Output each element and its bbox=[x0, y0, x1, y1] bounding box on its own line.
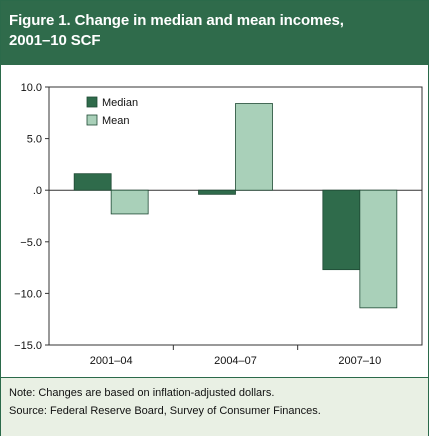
legend-label-mean: Mean bbox=[102, 115, 130, 127]
figure-header: Figure 1. Change in median and mean inco… bbox=[1, 1, 428, 65]
legend-label-median: Median bbox=[102, 97, 138, 109]
figure-title: Figure 1. Change in median and mean inco… bbox=[9, 11, 419, 51]
y-tick-label: −5.0 bbox=[20, 237, 42, 249]
bar-mean-3 bbox=[359, 189, 398, 309]
legend-swatch-median bbox=[86, 96, 98, 108]
source-note: Source: Federal Reserve Board, Survey of… bbox=[9, 405, 321, 417]
figure-footer: Note: Changes are based on inflation-adj… bbox=[1, 377, 428, 436]
x-tick-label: 2007–10 bbox=[338, 355, 381, 367]
y-tick-label: 5.0 bbox=[27, 134, 42, 146]
legend-swatch-mean bbox=[86, 114, 98, 126]
footnote: Note: Changes are based on inflation-adj… bbox=[9, 387, 275, 399]
x-tick-label: 2001–04 bbox=[90, 355, 133, 367]
bar-chart: 10.0 5.0 .0 −5.0 −10.0 −15.0 2001–04 2004–07 200… bbox=[14, 82, 423, 367]
plot-frame bbox=[48, 86, 423, 346]
figure-title-line-1: Figure 1. Change in median and mean inco… bbox=[9, 12, 344, 29]
bar-median-3 bbox=[322, 189, 361, 271]
bar-median-1 bbox=[73, 173, 112, 191]
bar-mean-2 bbox=[235, 103, 273, 191]
chart-area: 10.0 5.0 .0 −5.0 −10.0 −15.0 2001–04 2004–07 200… bbox=[1, 65, 428, 377]
y-tick-label: .0 bbox=[33, 185, 42, 197]
bar-mean-1 bbox=[110, 189, 149, 215]
bar-median-2 bbox=[198, 189, 236, 195]
x-tick-label: 2004–07 bbox=[214, 355, 257, 367]
figure-title-line-2: 2001–10 SCF bbox=[9, 32, 101, 49]
y-tick-label: −10.0 bbox=[14, 288, 42, 300]
y-tick-label: 10.0 bbox=[21, 82, 42, 94]
y-tick-label: −15.0 bbox=[14, 340, 42, 352]
